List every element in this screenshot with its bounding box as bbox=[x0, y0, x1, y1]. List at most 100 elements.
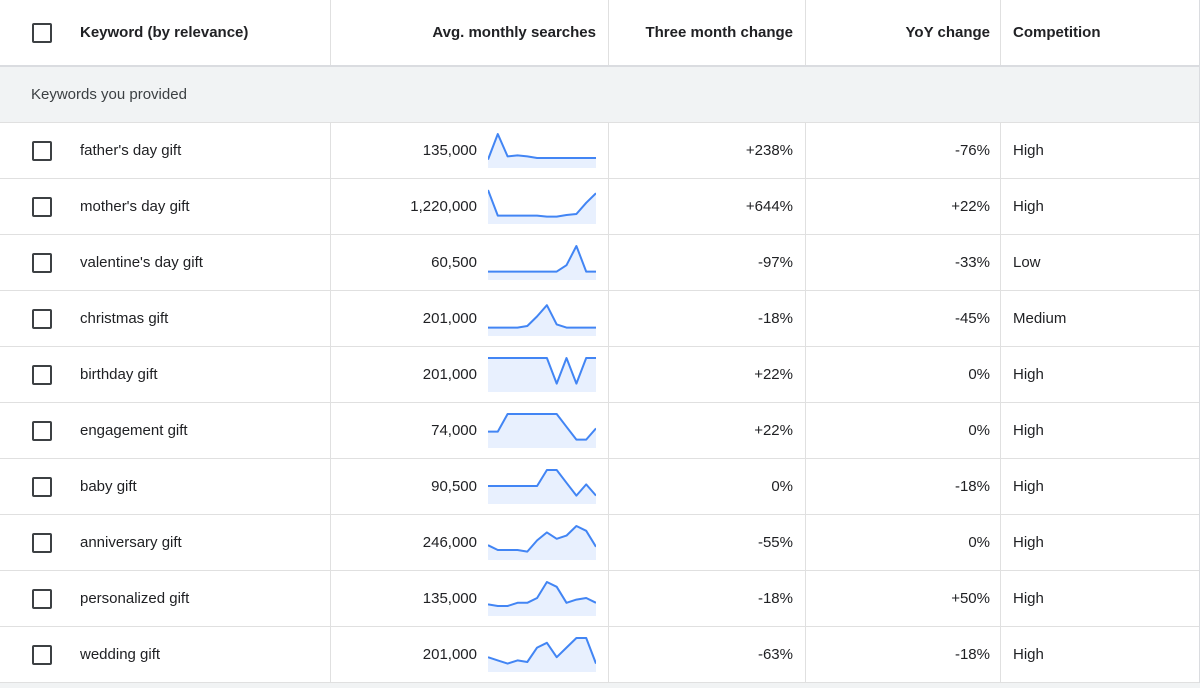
sparkline-line bbox=[488, 637, 596, 665]
trend-sparkline bbox=[488, 357, 596, 392]
sparkline-fill bbox=[488, 190, 596, 224]
row-checkbox[interactable] bbox=[32, 588, 52, 609]
avg-searches-cell: 201,000 bbox=[331, 291, 609, 346]
row-checkbox[interactable] bbox=[32, 532, 52, 553]
avg-searches-cell: 74,000 bbox=[331, 403, 609, 458]
trend-sparkline bbox=[488, 413, 596, 448]
sparkline-line bbox=[488, 413, 596, 441]
row-checkbox-cell bbox=[0, 179, 68, 234]
sparkline-line bbox=[488, 189, 596, 218]
competition-cell: Medium bbox=[1013, 310, 1067, 327]
sparkline-line bbox=[488, 357, 596, 385]
keyword-cell: personalized gift bbox=[68, 571, 331, 626]
table-row: baby gift 90,500 0% -18% High bbox=[0, 459, 1199, 515]
avg-searches-cell: 1,220,000 bbox=[331, 179, 609, 234]
row-checkbox[interactable] bbox=[32, 420, 52, 441]
table-row: christmas gift 201,000 -18% -45% Medium bbox=[0, 291, 1199, 347]
row-checkbox[interactable] bbox=[32, 252, 52, 273]
yoy-change-cell: 0% bbox=[806, 515, 1001, 570]
trend-sparkline bbox=[488, 133, 596, 168]
three-month-change-cell: 0% bbox=[609, 459, 806, 514]
sparkline-fill bbox=[488, 582, 596, 616]
row-checkbox[interactable] bbox=[32, 140, 52, 161]
yoy-change-cell: 0% bbox=[806, 403, 1001, 458]
avg-searches-value: 135,000 bbox=[422, 590, 477, 607]
competition-cell: High bbox=[1013, 422, 1044, 439]
sparkline-fill bbox=[488, 526, 596, 560]
table-row: mother's day gift 1,220,000 +644% +22% High bbox=[0, 179, 1199, 235]
table-row: valentine's day gift 60,500 -97% -33% Low bbox=[0, 235, 1199, 291]
three-month-change-cell: -18% bbox=[609, 571, 806, 626]
three-month-change-cell: +238% bbox=[609, 123, 806, 178]
table-row: personalized gift 135,000 -18% +50% High bbox=[0, 571, 1199, 627]
keyword-cell: christmas gift bbox=[68, 291, 331, 346]
avg-searches-cell: 90,500 bbox=[331, 459, 609, 514]
row-checkbox[interactable] bbox=[32, 644, 52, 665]
header-keyword[interactable]: Keyword (by relevance) bbox=[68, 0, 331, 65]
competition-cell: High bbox=[1013, 478, 1044, 495]
table-row: wedding gift 201,000 -63% -18% High bbox=[0, 627, 1199, 683]
three-month-change-cell: +644% bbox=[609, 179, 806, 234]
group-row: Keywords you provided bbox=[0, 67, 1199, 123]
group-label: Keywords you provided bbox=[31, 86, 187, 103]
three-month-change-cell: +22% bbox=[609, 403, 806, 458]
sparkline-line bbox=[488, 581, 596, 607]
header-three-month-change[interactable]: Three month change bbox=[609, 0, 806, 65]
yoy-change-cell: +50% bbox=[806, 571, 1001, 626]
trend-sparkline bbox=[488, 581, 596, 616]
keyword-cell: birthday gift bbox=[68, 347, 331, 402]
sparkline-line bbox=[488, 133, 596, 160]
avg-searches-value: 201,000 bbox=[422, 366, 477, 383]
row-checkbox-cell bbox=[0, 515, 68, 570]
keyword-cell: valentine's day gift bbox=[68, 235, 331, 290]
row-checkbox[interactable] bbox=[32, 364, 52, 385]
yoy-change-cell: -18% bbox=[806, 459, 1001, 514]
row-checkbox-cell bbox=[0, 627, 68, 682]
three-month-change-cell: -55% bbox=[609, 515, 806, 570]
select-all-checkbox[interactable] bbox=[32, 22, 52, 43]
table-row: father's day gift 135,000 +238% -76% High bbox=[0, 123, 1199, 179]
avg-searches-value: 135,000 bbox=[422, 142, 477, 159]
avg-searches-cell: 60,500 bbox=[331, 235, 609, 290]
three-month-change-cell: +22% bbox=[609, 347, 806, 402]
competition-cell: High bbox=[1013, 366, 1044, 383]
competition-cell: High bbox=[1013, 646, 1044, 663]
three-month-change-cell: -18% bbox=[609, 291, 806, 346]
row-checkbox[interactable] bbox=[32, 476, 52, 497]
row-checkbox-cell bbox=[0, 459, 68, 514]
row-checkbox-cell bbox=[0, 571, 68, 626]
keyword-cell: engagement gift bbox=[68, 403, 331, 458]
row-checkbox-cell bbox=[0, 235, 68, 290]
row-checkbox-cell bbox=[0, 123, 68, 178]
yoy-change-cell: +22% bbox=[806, 179, 1001, 234]
keyword-cell: anniversary gift bbox=[68, 515, 331, 570]
table-row: birthday gift 201,000 +22% 0% High bbox=[0, 347, 1199, 403]
table-row: anniversary gift 246,000 -55% 0% High bbox=[0, 515, 1199, 571]
trend-sparkline bbox=[488, 245, 596, 280]
avg-searches-value: 74,000 bbox=[431, 422, 477, 439]
table-row: engagement gift 74,000 +22% 0% High bbox=[0, 403, 1199, 459]
trend-sparkline bbox=[488, 189, 596, 224]
sparkline-line bbox=[488, 469, 596, 497]
avg-searches-value: 201,000 bbox=[422, 646, 477, 663]
avg-searches-cell: 135,000 bbox=[331, 571, 609, 626]
header-avg-monthly-searches[interactable]: Avg. monthly searches bbox=[331, 0, 609, 65]
keyword-cell: father's day gift bbox=[68, 123, 331, 178]
yoy-change-cell: -45% bbox=[806, 291, 1001, 346]
row-checkbox[interactable] bbox=[32, 308, 52, 329]
sparkline-line bbox=[488, 304, 596, 329]
header-competition[interactable]: Competition bbox=[1013, 24, 1101, 41]
row-checkbox[interactable] bbox=[32, 196, 52, 217]
trend-sparkline bbox=[488, 469, 596, 504]
row-checkbox-cell bbox=[0, 347, 68, 402]
table-header: Keyword (by relevance) Avg. monthly sear… bbox=[0, 0, 1199, 67]
competition-cell: High bbox=[1013, 198, 1044, 215]
trend-sparkline bbox=[488, 525, 596, 560]
header-yoy-change[interactable]: YoY change bbox=[806, 0, 1001, 65]
three-month-change-cell: -63% bbox=[609, 627, 806, 682]
competition-cell: High bbox=[1013, 142, 1044, 159]
competition-cell: Low bbox=[1013, 254, 1041, 271]
sparkline-fill bbox=[488, 638, 596, 672]
avg-searches-cell: 246,000 bbox=[331, 515, 609, 570]
